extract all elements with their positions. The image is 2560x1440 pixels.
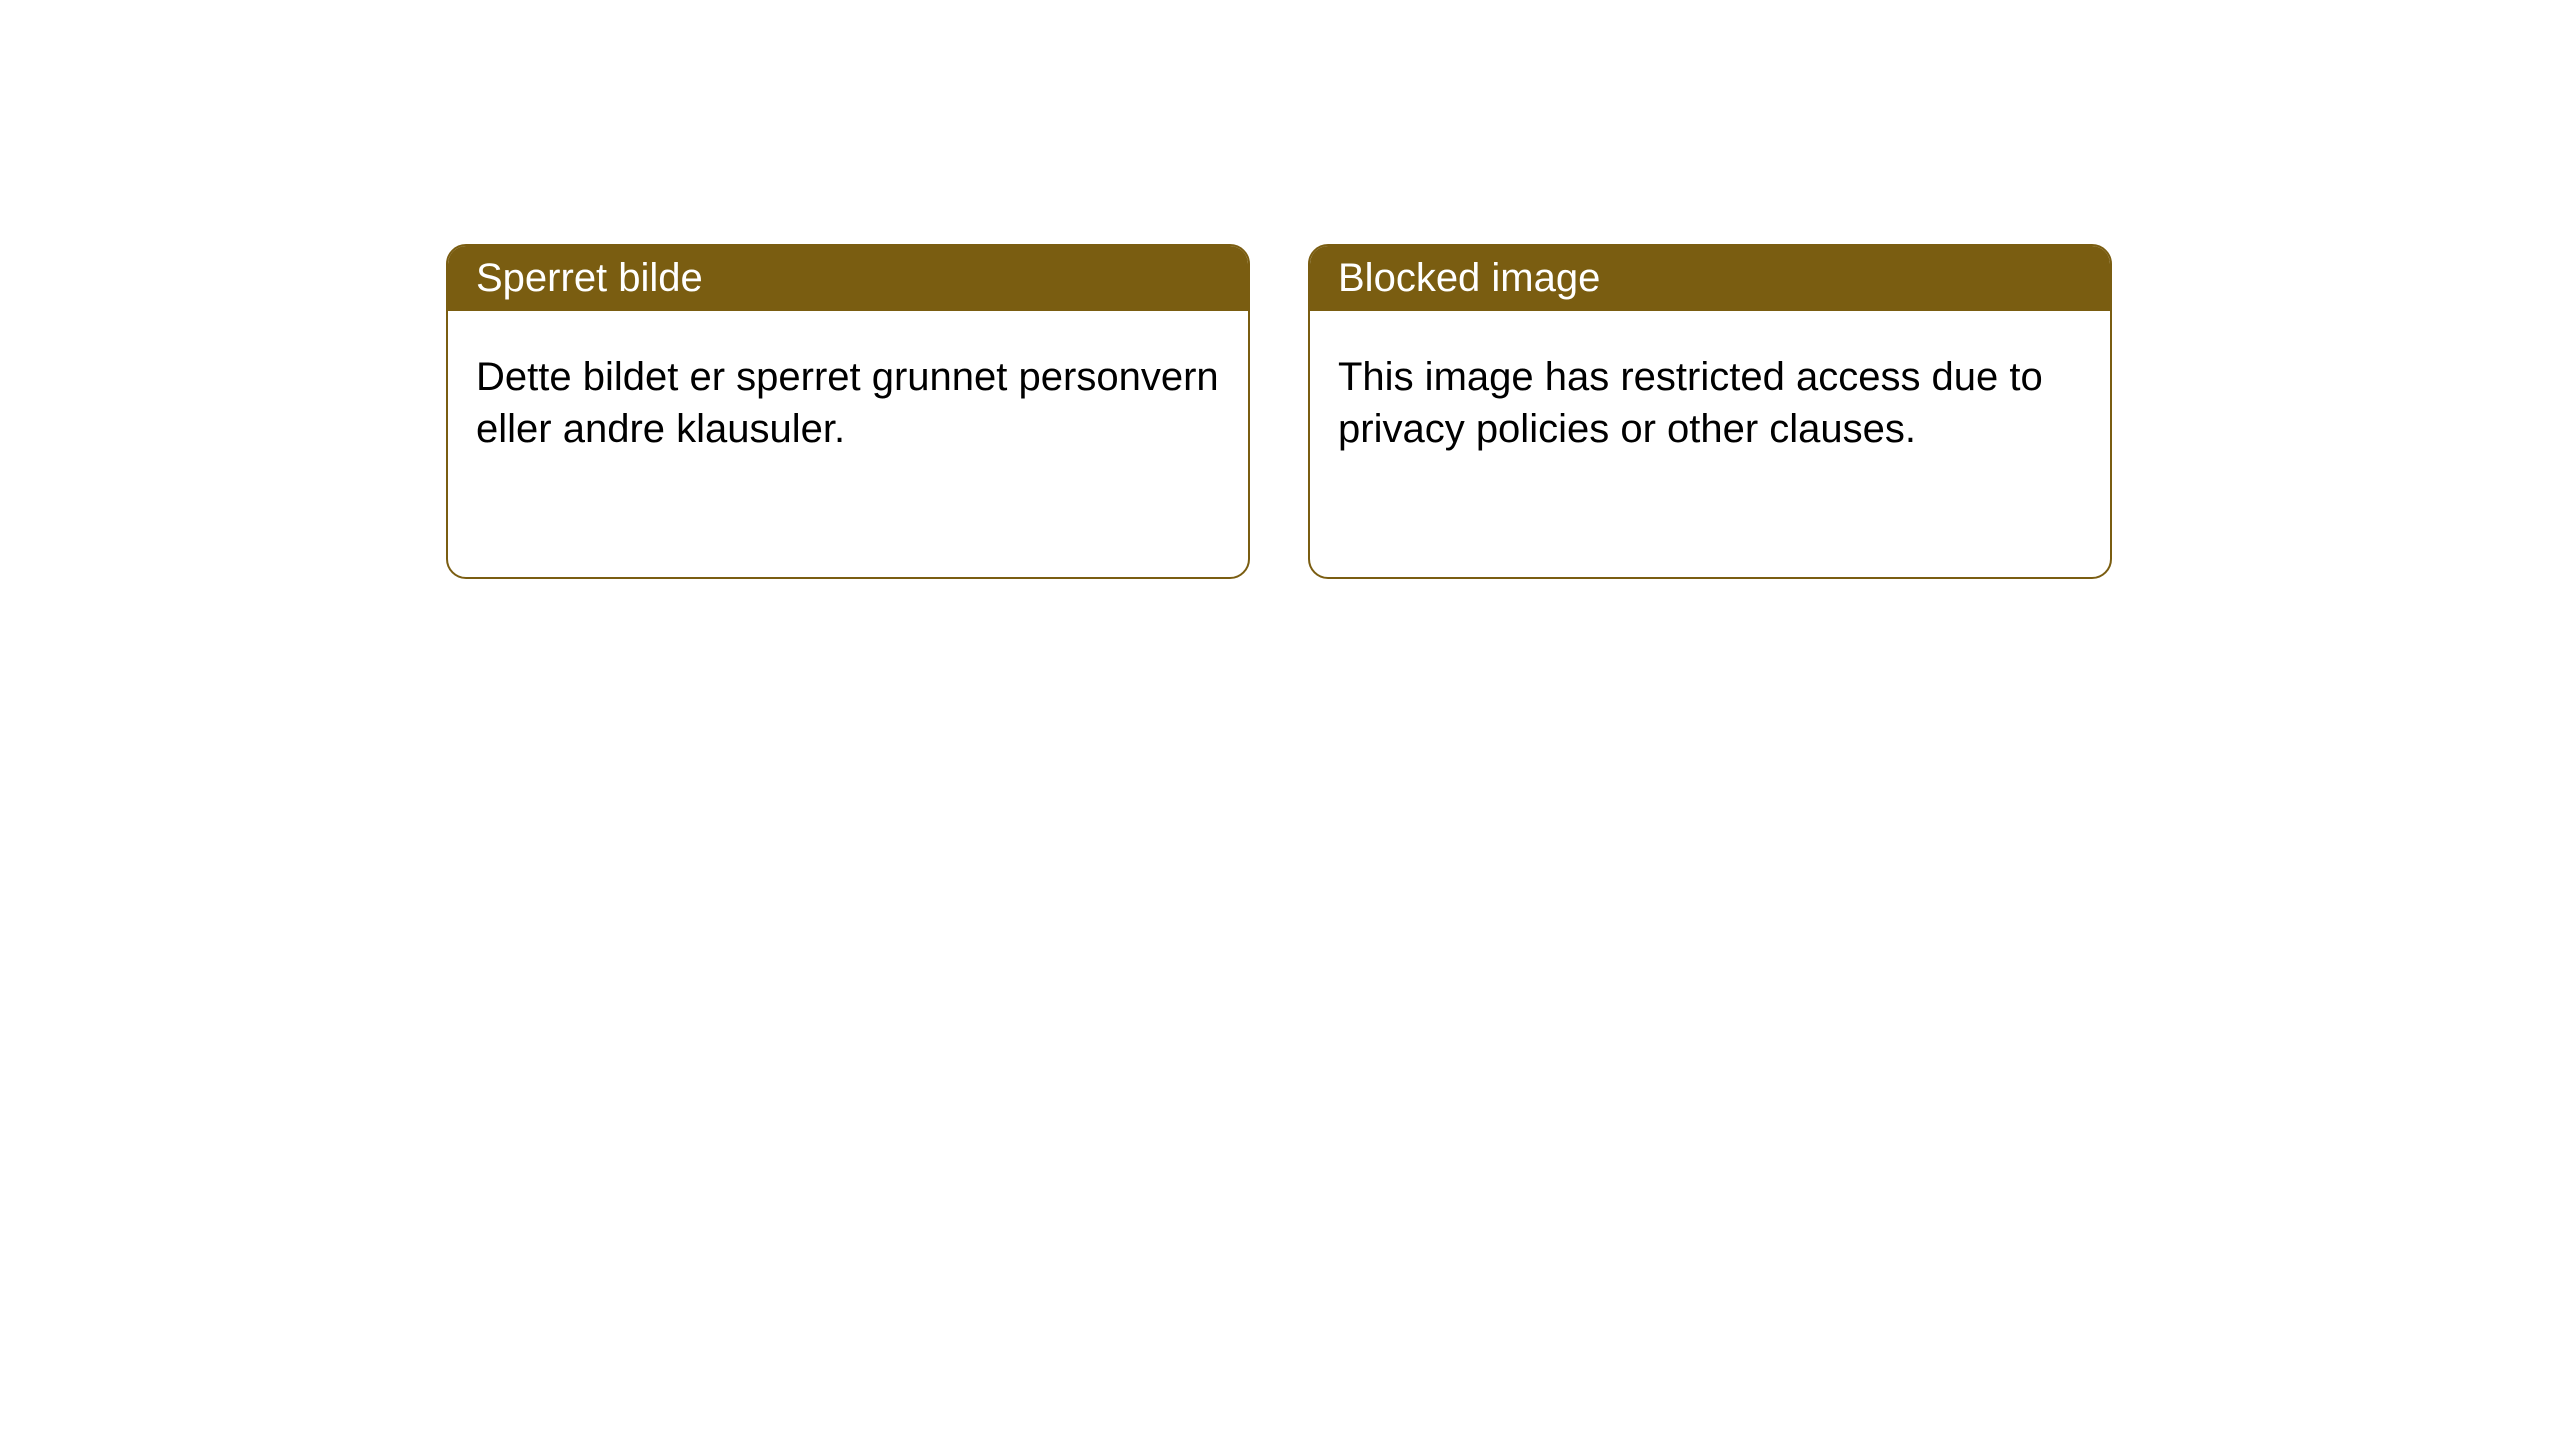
notice-header: Sperret bilde [448,246,1248,311]
notice-container: Sperret bilde Dette bildet er sperret gr… [0,0,2560,579]
notice-body: This image has restricted access due to … [1310,311,2110,495]
notice-card-english: Blocked image This image has restricted … [1308,244,2112,579]
notice-body-text: This image has restricted access due to … [1338,355,2043,451]
notice-title-text: Blocked image [1338,256,1600,300]
notice-body-text: Dette bildet er sperret grunnet personve… [476,355,1219,451]
notice-card-norwegian: Sperret bilde Dette bildet er sperret gr… [446,244,1250,579]
notice-body: Dette bildet er sperret grunnet personve… [448,311,1248,495]
notice-title-text: Sperret bilde [476,256,703,300]
notice-header: Blocked image [1310,246,2110,311]
